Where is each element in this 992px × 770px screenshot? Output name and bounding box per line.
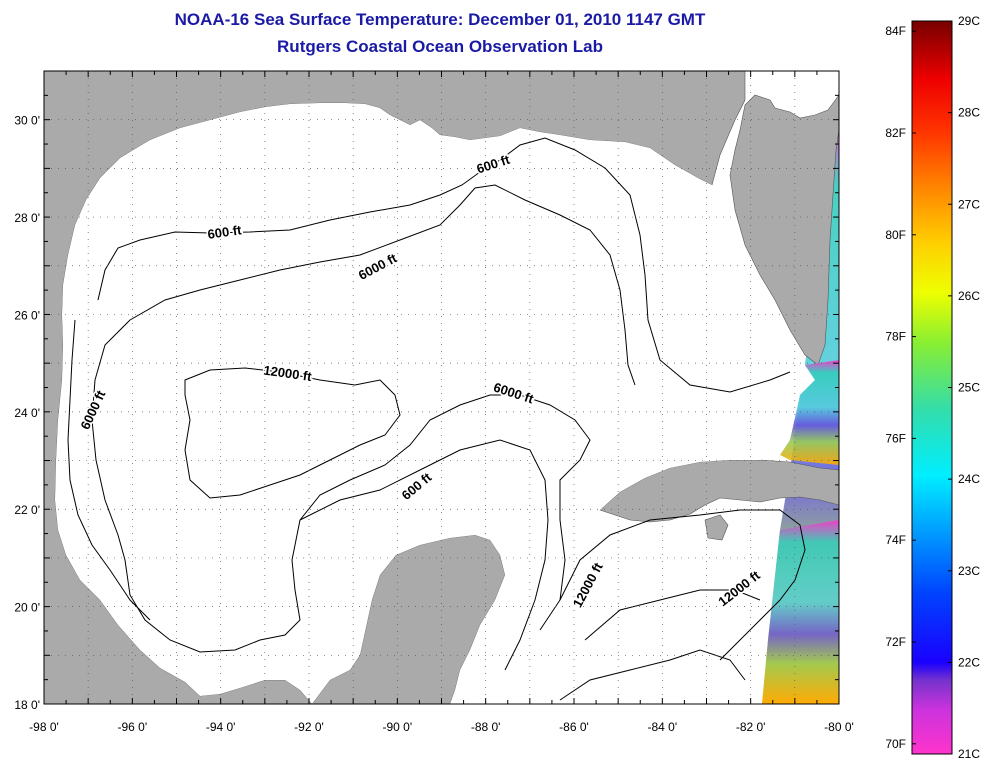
y-tick-label: 24 0' [14, 406, 40, 420]
colorbar-c-label: 29C [958, 14, 980, 28]
map-title: NOAA-16 Sea Surface Temperature: Decembe… [174, 10, 706, 29]
contour-6000ft-north [94, 184, 636, 386]
colorbar-f-label: 82F [885, 126, 906, 140]
colorbar-f-label: 72F [885, 635, 906, 649]
colorbar-f-label: 78F [885, 330, 906, 344]
bathymetry-contours [67, 137, 806, 701]
x-tick-label: -84 0' [648, 720, 678, 734]
us-mexico-mainland [44, 71, 839, 704]
y-axis: 30 0' 28 0' 26 0' 24 0' 22 0' 20 0' 18 0' [14, 70, 839, 712]
colorbar-f-label: 74F [885, 533, 906, 547]
x-tick-label: -82 0' [736, 720, 766, 734]
map-subtitle: Rutgers Coastal Ocean Observation Lab [277, 37, 603, 56]
x-tick-label: -90 0' [383, 720, 413, 734]
satellite-swath-south [762, 520, 839, 704]
colorbar-celsius-ticks: 29C 28C 27C 26C 25C 24C 23C 22C 21C [948, 14, 980, 761]
graticule [44, 71, 839, 704]
contour-label: 12000 ft [263, 363, 314, 385]
x-tick-label: -80 0' [824, 720, 854, 734]
x-axis: -98 0' -96 0' -94 0' -92 0' -90 0' -88 0' -86 … [29, 71, 854, 734]
colorbar-c-label: 27C [958, 197, 980, 211]
contour-600ft-north [97, 137, 791, 393]
x-tick-label: -98 0' [29, 720, 59, 734]
y-tick-label: 18 0' [14, 698, 40, 712]
isla-juventud [704, 514, 729, 541]
contour-6000ft-central [299, 394, 591, 631]
contour-6000ft-west [91, 379, 301, 653]
colorbar-f-label: 76F [885, 431, 906, 445]
y-tick-label: 28 0' [14, 211, 40, 225]
contour-label: 600 ft [207, 222, 243, 242]
colorbar-c-label: 28C [958, 106, 980, 120]
contour-6000ft-south [559, 649, 746, 701]
colorbar-f-label: 70F [885, 737, 906, 751]
x-tick-label: -92 0' [294, 720, 324, 734]
colorbar-c-label: 26C [958, 289, 980, 303]
colorbar-c-label: 24C [958, 472, 980, 486]
gulf-water [55, 103, 815, 704]
colorbar-c-label: 21C [958, 747, 980, 761]
x-tick-label: -86 0' [559, 720, 589, 734]
contour-600ft-west [67, 319, 151, 621]
colorbar-c-label: 25C [958, 381, 980, 395]
colorbar-c-label: 23C [958, 564, 980, 578]
y-tick-label: 26 0' [14, 308, 40, 322]
colorbar-f-label: 84F [885, 24, 906, 38]
colorbar: 29C 28C 27C 26C 25C 24C 23C 22C 21C 84F 82F 80F 78F… [885, 14, 980, 761]
contour-12000ft [184, 367, 401, 499]
colorbar-fahrenheit-ticks: 84F 82F 80F 78F 76F 74F 72F 70F [885, 24, 916, 751]
contour-12000ft-south [584, 589, 761, 641]
colorbar-f-label: 80F [885, 228, 906, 242]
colorbar-gradient [911, 20, 953, 755]
x-tick-label: -88 0' [471, 720, 501, 734]
contour-12000ft-caribbean [559, 509, 806, 661]
x-tick-label: -96 0' [118, 720, 148, 734]
colorbar-c-label: 22C [958, 655, 980, 669]
y-tick-label: 30 0' [14, 114, 40, 128]
contour-label-group: 12000 ft [261, 361, 315, 386]
y-tick-label: 20 0' [14, 601, 40, 615]
satellite-swath-overlay [780, 360, 839, 465]
contour-label-group: 600 ft [205, 221, 244, 244]
y-tick-label: 22 0' [14, 503, 40, 517]
x-tick-label: -94 0' [206, 720, 236, 734]
